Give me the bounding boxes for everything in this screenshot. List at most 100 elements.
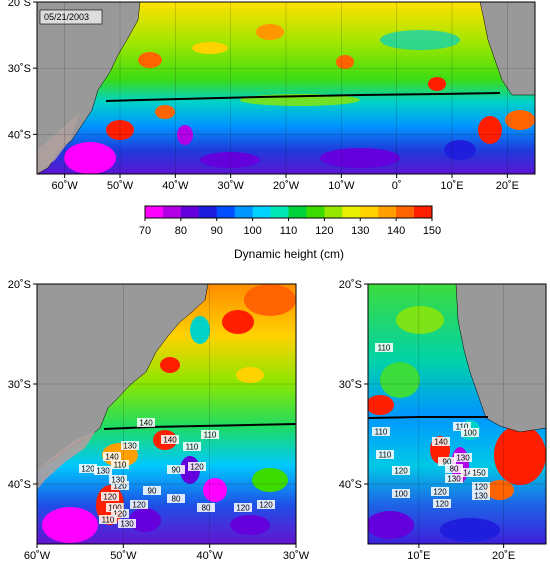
svg-text:130: 130: [456, 454, 470, 463]
contour-label: 120: [472, 482, 490, 492]
contour-label: 90: [167, 465, 185, 475]
contour-label: 130: [94, 466, 112, 476]
contour-label: 120: [79, 464, 97, 474]
y-tick-label: 30˚S: [8, 63, 31, 75]
contour-label: 110: [111, 460, 129, 470]
svg-text:140: 140: [105, 453, 119, 462]
contour-label: 130: [121, 441, 139, 451]
contour-label: 90: [438, 457, 456, 467]
colorbar-cell: [288, 206, 307, 218]
contour-label: 120: [101, 492, 119, 502]
svg-text:130: 130: [96, 467, 110, 476]
contour-label: 110: [183, 442, 201, 452]
svg-text:130: 130: [123, 442, 137, 451]
top-section-line: [105, 92, 501, 102]
br-x-axis-ticks: 10˚E 20˚E: [407, 284, 515, 561]
colorbar-cell: [270, 206, 289, 218]
contour-label: 110: [375, 343, 393, 353]
colorbar-tick-label: 100: [243, 225, 261, 237]
br-section-line: [368, 416, 488, 419]
contour-label: 110: [372, 427, 390, 437]
contour-label: 120: [431, 487, 449, 497]
x-tick-label: 10˚E: [407, 550, 430, 561]
x-tick-label: 30˚W: [283, 550, 310, 561]
svg-text:140: 140: [163, 436, 177, 445]
y-tick-label: 40˚S: [8, 479, 31, 491]
colorbar-tick-label: 120: [315, 225, 333, 237]
colorbar-tick-label: 80: [175, 225, 187, 237]
bl-section-line: [103, 423, 296, 430]
colorbar: 70 80 90 100 110 120 130 140 150 Dynamic height …: [139, 205, 441, 261]
contour-label: 140: [137, 418, 155, 428]
contour-label: 80: [197, 503, 215, 513]
x-tick-label: 10˚E: [440, 180, 463, 192]
x-tick-label: 50˚W: [107, 180, 134, 192]
contour-label: 120: [111, 509, 129, 519]
colorbar-cell: [306, 206, 325, 218]
contour-label: 130: [109, 475, 127, 485]
x-tick-label: 40˚W: [197, 550, 224, 561]
contour-label: 140: [432, 437, 450, 447]
contour-label: 120: [433, 499, 451, 509]
contour-label: 80: [167, 494, 185, 504]
x-tick-label: 30˚W: [218, 180, 245, 192]
colorbar-tick-label: 150: [423, 225, 441, 237]
contour-label: 120: [234, 503, 252, 513]
svg-text:140: 140: [139, 419, 153, 428]
svg-text:80: 80: [450, 465, 459, 474]
contour-label: 150: [470, 468, 488, 478]
colorbar-cell: [360, 206, 379, 218]
svg-text:120: 120: [236, 504, 250, 513]
svg-text:110: 110: [204, 431, 217, 440]
colorbar-cell: [198, 206, 218, 218]
top-date-box: 05/21/2003: [39, 9, 103, 25]
colorbar-cell: [145, 206, 164, 218]
colorbar-cell: [252, 206, 272, 218]
svg-text:120: 120: [81, 465, 95, 474]
svg-text:130: 130: [111, 476, 125, 485]
x-tick-label: 60˚W: [24, 550, 51, 561]
contour-label: 100: [461, 428, 479, 438]
date-label: 05/21/2003: [44, 12, 89, 22]
svg-text:90: 90: [443, 458, 452, 467]
svg-text:110: 110: [379, 451, 392, 460]
colorbar-tick-label: 70: [139, 225, 151, 237]
y-tick-label: 30˚S: [339, 379, 362, 391]
svg-text:100: 100: [394, 490, 408, 499]
bl-eddy-features: [42, 284, 296, 543]
contour-label: 110: [99, 515, 117, 525]
svg-text:120: 120: [433, 488, 447, 497]
colorbar-ticks: 70 80 90 100 110 120 130 140 150: [139, 218, 441, 237]
br-contour-labels: 1101101101201001401201101009080130120140…: [372, 343, 490, 509]
svg-text:80: 80: [202, 504, 211, 513]
contour-label: 90: [143, 486, 161, 496]
bl-x-axis-ticks: 60˚W 50˚W 40˚W 30˚W: [24, 284, 310, 561]
svg-text:120: 120: [113, 510, 127, 519]
svg-text:80: 80: [172, 495, 181, 504]
contour-label: 140: [103, 452, 121, 462]
svg-text:120: 120: [394, 467, 408, 476]
contour-label: 120: [257, 500, 275, 510]
colorbar-tick-label: 110: [280, 225, 298, 237]
top-eddy-features: [64, 24, 535, 174]
contour-label: 110: [201, 430, 219, 440]
bottom-right-map-panel: 1101101101201001401201101009080130120140…: [339, 279, 547, 561]
svg-text:120: 120: [132, 501, 146, 510]
y-tick-label: 40˚S: [339, 479, 362, 491]
colorbar-tick-label: 90: [211, 225, 223, 237]
svg-text:100: 100: [108, 504, 122, 513]
contour-label: 130: [472, 491, 490, 501]
svg-text:110: 110: [378, 344, 391, 353]
top-x-axis-ticks: 60˚W 50˚W 40˚W 30˚W 20˚W 10˚W 0˚ 10˚E 20˚E: [52, 2, 519, 192]
contour-label: 120: [111, 481, 129, 491]
contour-label: 120: [188, 462, 206, 472]
top-y-axis-ticks: 20˚S 30˚S 40˚S: [8, 0, 535, 141]
contour-label: 130: [118, 519, 136, 529]
contour-label: 80: [445, 464, 463, 474]
colorbar-cell: [342, 206, 361, 218]
svg-text:120: 120: [259, 501, 273, 510]
y-tick-label: 20˚S: [8, 279, 31, 291]
contour-label: 100: [392, 489, 410, 499]
